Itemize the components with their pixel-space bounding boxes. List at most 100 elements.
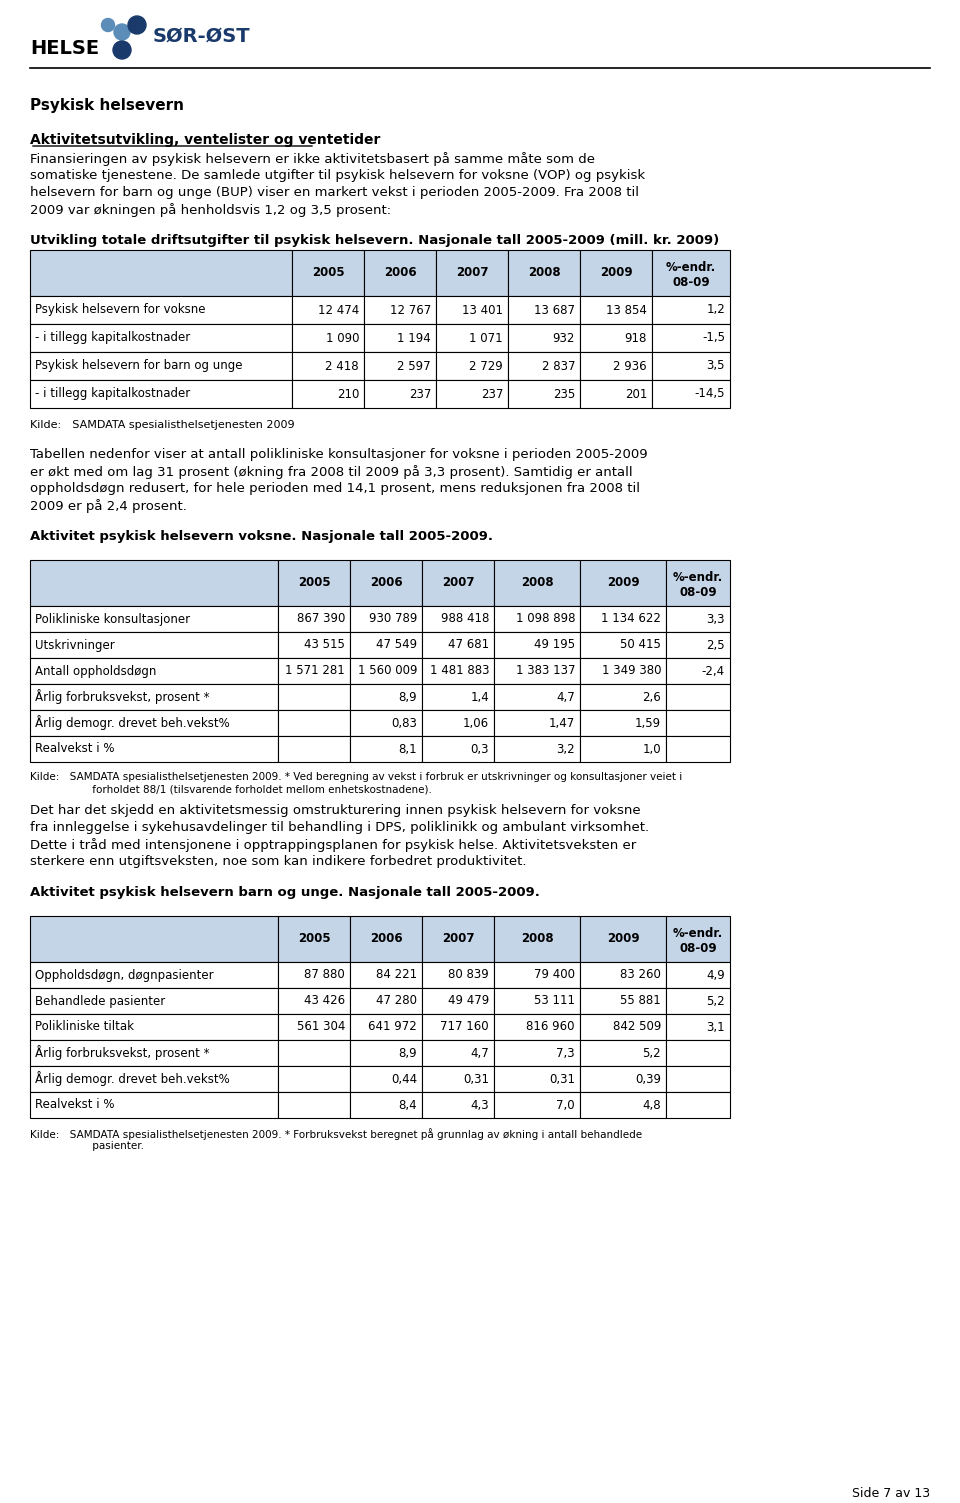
- Bar: [652, 380, 730, 407]
- Bar: [494, 561, 580, 606]
- Bar: [666, 962, 730, 987]
- Bar: [30, 962, 278, 987]
- Text: 988 418: 988 418: [441, 613, 489, 625]
- Text: 1 090: 1 090: [325, 332, 359, 344]
- Bar: [666, 915, 730, 962]
- Text: 2006: 2006: [370, 932, 402, 945]
- Bar: [666, 1066, 730, 1093]
- Text: 0,31: 0,31: [549, 1073, 575, 1085]
- Bar: [494, 1066, 580, 1093]
- Text: Tabellen nedenfor viser at antall polikliniske konsultasjoner for voksne i perio: Tabellen nedenfor viser at antall polikl…: [30, 448, 648, 461]
- Text: Årlig demogr. drevet beh.vekst%: Årlig demogr. drevet beh.vekst%: [35, 715, 229, 730]
- Text: 867 390: 867 390: [297, 613, 345, 625]
- Bar: [30, 380, 292, 407]
- Bar: [292, 325, 364, 352]
- Bar: [30, 352, 292, 380]
- Text: 08-09: 08-09: [679, 586, 717, 598]
- Bar: [666, 1015, 730, 1040]
- Text: 1 194: 1 194: [397, 332, 431, 344]
- Text: %-endr.: %-endr.: [673, 927, 723, 939]
- Text: 237: 237: [409, 388, 431, 400]
- Bar: [436, 352, 508, 380]
- Bar: [364, 380, 436, 407]
- Bar: [666, 684, 730, 709]
- Text: 4,3: 4,3: [470, 1099, 489, 1112]
- Text: -14,5: -14,5: [694, 388, 725, 400]
- Circle shape: [102, 18, 114, 32]
- Bar: [30, 296, 292, 325]
- Bar: [30, 987, 278, 1015]
- Text: 8,1: 8,1: [398, 742, 417, 756]
- Text: 2009: 2009: [607, 577, 639, 589]
- Circle shape: [114, 24, 130, 41]
- Bar: [494, 736, 580, 762]
- Bar: [580, 606, 666, 631]
- Text: 47 681: 47 681: [448, 639, 489, 651]
- Bar: [422, 987, 494, 1015]
- Text: 4,9: 4,9: [707, 968, 725, 981]
- Bar: [494, 962, 580, 987]
- Bar: [652, 249, 730, 296]
- Bar: [292, 296, 364, 325]
- Text: 2007: 2007: [442, 932, 474, 945]
- Bar: [580, 249, 652, 296]
- Bar: [436, 380, 508, 407]
- Text: 2009 var økningen på henholdsvis 1,2 og 3,5 prosent:: 2009 var økningen på henholdsvis 1,2 og …: [30, 203, 391, 216]
- Text: 816 960: 816 960: [526, 1021, 575, 1034]
- Bar: [666, 606, 730, 631]
- Text: 1 383 137: 1 383 137: [516, 664, 575, 678]
- Text: 2007: 2007: [456, 266, 489, 280]
- Bar: [580, 1093, 666, 1118]
- Bar: [278, 561, 350, 606]
- Bar: [422, 1040, 494, 1066]
- Bar: [30, 915, 278, 962]
- Text: 5,2: 5,2: [642, 1046, 661, 1060]
- Text: 8,9: 8,9: [398, 690, 417, 703]
- Text: fra innleggelse i sykehusavdelinger til behandling i DPS, poliklinikk og ambulan: fra innleggelse i sykehusavdelinger til …: [30, 821, 649, 834]
- Text: Polikliniske tiltak: Polikliniske tiltak: [35, 1021, 134, 1034]
- Text: 47 549: 47 549: [376, 639, 417, 651]
- Bar: [494, 1015, 580, 1040]
- Text: Årlig forbruksvekst, prosent *: Årlig forbruksvekst, prosent *: [35, 690, 209, 705]
- Text: 1 349 380: 1 349 380: [602, 664, 661, 678]
- Bar: [666, 987, 730, 1015]
- Bar: [580, 709, 666, 736]
- Text: 08-09: 08-09: [679, 942, 717, 954]
- Text: 210: 210: [337, 388, 359, 400]
- Circle shape: [128, 17, 146, 35]
- Text: 2 936: 2 936: [613, 359, 647, 373]
- Bar: [580, 736, 666, 762]
- Bar: [508, 352, 580, 380]
- Text: 2005: 2005: [312, 266, 345, 280]
- Bar: [494, 631, 580, 658]
- Bar: [350, 1093, 422, 1118]
- Bar: [350, 987, 422, 1015]
- Bar: [30, 631, 278, 658]
- Bar: [652, 325, 730, 352]
- Text: 1,47: 1,47: [549, 717, 575, 729]
- Bar: [350, 631, 422, 658]
- Bar: [278, 1040, 350, 1066]
- Bar: [278, 709, 350, 736]
- Bar: [666, 658, 730, 684]
- Text: Antall oppholdsdøgn: Antall oppholdsdøgn: [35, 664, 156, 678]
- Text: 641 972: 641 972: [369, 1021, 417, 1034]
- Text: 2007: 2007: [442, 577, 474, 589]
- Bar: [350, 736, 422, 762]
- Bar: [422, 631, 494, 658]
- Bar: [364, 249, 436, 296]
- Bar: [30, 606, 278, 631]
- Bar: [350, 1015, 422, 1040]
- Text: Psykisk helsevern for voksne: Psykisk helsevern for voksne: [35, 304, 205, 317]
- Bar: [30, 736, 278, 762]
- Text: 53 111: 53 111: [534, 995, 575, 1007]
- Text: 3,2: 3,2: [557, 742, 575, 756]
- Text: 0,44: 0,44: [391, 1073, 417, 1085]
- Text: 3,5: 3,5: [707, 359, 725, 373]
- Bar: [30, 1093, 278, 1118]
- Text: 4,7: 4,7: [556, 690, 575, 703]
- Bar: [30, 1015, 278, 1040]
- Text: 4,8: 4,8: [642, 1099, 661, 1112]
- Text: 8,9: 8,9: [398, 1046, 417, 1060]
- Text: 932: 932: [553, 332, 575, 344]
